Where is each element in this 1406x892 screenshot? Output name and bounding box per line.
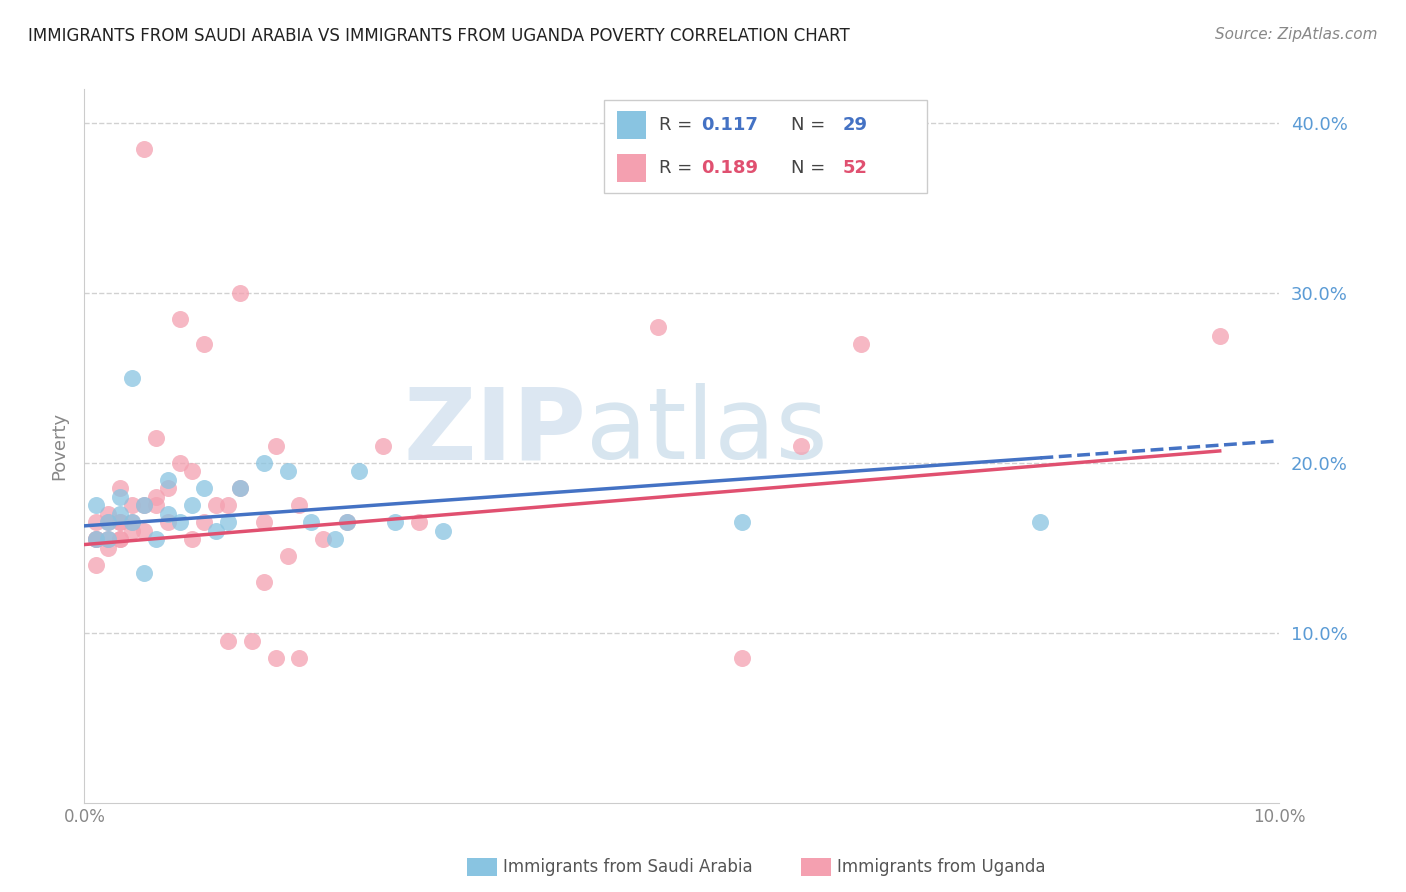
Point <box>121 499 143 513</box>
Point <box>228 482 252 496</box>
Point <box>86 558 108 572</box>
Text: Immigrants from Saudi Arabia: Immigrants from Saudi Arabia <box>503 858 752 876</box>
Point <box>145 499 167 513</box>
Point <box>157 482 180 496</box>
Point <box>312 533 335 547</box>
Point <box>288 499 311 513</box>
Point <box>86 499 108 513</box>
Point <box>264 439 287 453</box>
Point <box>193 516 215 530</box>
Point <box>97 541 120 555</box>
Point <box>1208 328 1232 343</box>
Point <box>121 524 143 538</box>
Point <box>180 465 204 479</box>
Point <box>790 439 813 453</box>
Point <box>371 439 394 453</box>
Point <box>180 533 204 547</box>
Point <box>193 482 215 496</box>
Text: ZIP: ZIP <box>404 384 586 480</box>
Point <box>240 634 263 648</box>
Point <box>121 516 143 530</box>
Point <box>1029 516 1052 530</box>
Point <box>277 465 299 479</box>
Point <box>217 634 239 648</box>
Point <box>97 516 120 530</box>
Point <box>86 533 108 547</box>
Point <box>145 430 167 444</box>
Point <box>121 371 143 385</box>
Point <box>97 516 120 530</box>
Point <box>731 516 754 530</box>
Text: IMMIGRANTS FROM SAUDI ARABIA VS IMMIGRANTS FROM UGANDA POVERTY CORRELATION CHART: IMMIGRANTS FROM SAUDI ARABIA VS IMMIGRAN… <box>28 27 849 45</box>
Point <box>253 516 276 530</box>
Point <box>110 482 132 496</box>
Point <box>228 286 252 301</box>
Text: Immigrants from Uganda: Immigrants from Uganda <box>837 858 1046 876</box>
Point <box>217 499 239 513</box>
Point <box>205 524 228 538</box>
Point <box>121 516 143 530</box>
Point <box>169 516 191 530</box>
Point <box>86 516 108 530</box>
Point <box>110 507 132 521</box>
Point <box>145 533 167 547</box>
Point <box>132 524 156 538</box>
Point <box>277 549 299 564</box>
Point <box>110 516 132 530</box>
Point <box>110 516 132 530</box>
Point <box>323 533 347 547</box>
Point <box>228 482 252 496</box>
Point <box>157 473 180 487</box>
Point <box>253 574 276 589</box>
Point <box>97 533 120 547</box>
Point <box>264 651 287 665</box>
Point <box>97 507 120 521</box>
Point <box>132 499 156 513</box>
Point <box>145 490 167 504</box>
Point <box>180 499 204 513</box>
Point <box>432 524 454 538</box>
Text: atlas: atlas <box>586 384 828 480</box>
Bar <box>801 858 831 876</box>
Point <box>169 456 191 470</box>
Point <box>157 507 180 521</box>
Point <box>384 516 406 530</box>
Point <box>731 651 754 665</box>
Point <box>193 337 215 351</box>
Point <box>205 499 228 513</box>
Point <box>86 533 108 547</box>
Point <box>647 320 669 334</box>
Point <box>217 516 239 530</box>
Bar <box>467 858 496 876</box>
Point <box>253 456 276 470</box>
Point <box>110 533 132 547</box>
Point <box>336 516 359 530</box>
Point <box>157 516 180 530</box>
Point <box>336 516 359 530</box>
Text: Source: ZipAtlas.com: Source: ZipAtlas.com <box>1215 27 1378 42</box>
Point <box>110 490 132 504</box>
Point <box>301 516 323 530</box>
Point <box>288 651 311 665</box>
Point <box>132 566 156 581</box>
Y-axis label: Poverty: Poverty <box>51 412 69 480</box>
Point <box>132 499 156 513</box>
Point <box>408 516 430 530</box>
Point <box>849 337 872 351</box>
Point <box>97 533 120 547</box>
Point <box>86 533 108 547</box>
Point <box>349 465 371 479</box>
Point <box>110 533 132 547</box>
Point <box>169 311 191 326</box>
Point <box>132 142 156 156</box>
